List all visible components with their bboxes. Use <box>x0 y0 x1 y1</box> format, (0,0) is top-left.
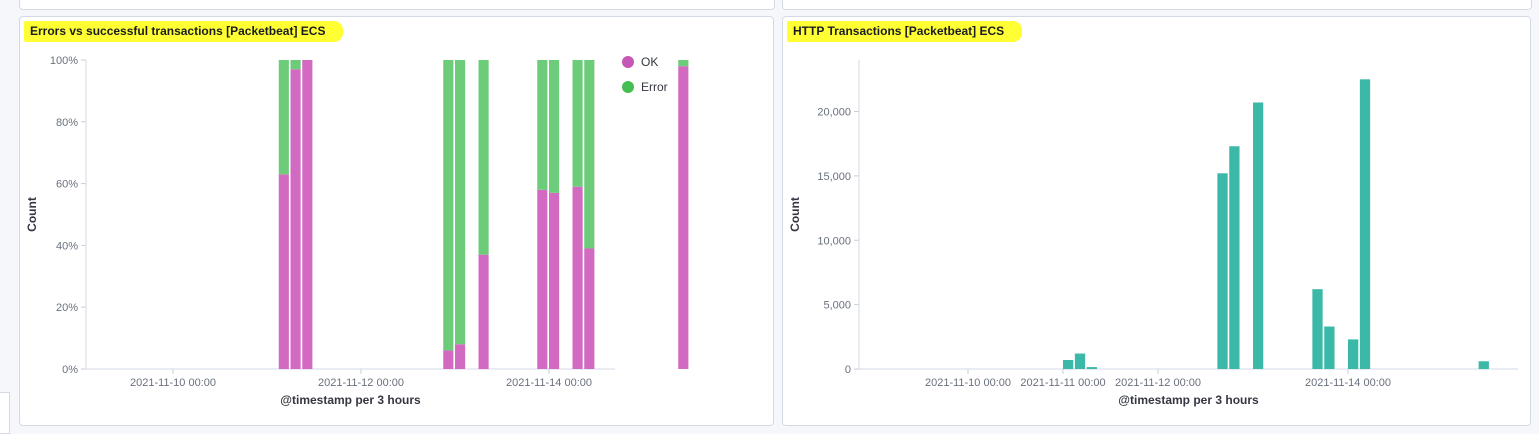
http-transactions-chart: 0 5,000 10,000 15,000 20,000 2021-11-10 00:00… <box>788 60 1518 407</box>
legend-swatch-error <box>622 81 634 93</box>
legend-label-ok: OK <box>641 55 658 69</box>
bar-ok <box>478 254 489 369</box>
bar-http-count <box>1359 79 1371 369</box>
bar-error <box>584 60 595 249</box>
bar-http-count <box>1063 359 1074 369</box>
legend-label-error: Error <box>641 80 668 94</box>
y-tick-label: 15,000 <box>817 171 851 183</box>
bar-error <box>443 60 454 351</box>
bar-ok <box>455 344 466 369</box>
bar-http-count <box>1074 353 1086 369</box>
bar-ok <box>678 66 689 370</box>
x-tick-label: 2021-11-14 00:00 <box>506 377 592 389</box>
bar-error <box>537 60 548 190</box>
y-tick-label: 60% <box>56 179 78 191</box>
bar-ok <box>290 69 301 369</box>
previous-panel-bottom <box>19 0 775 10</box>
bar-http-count <box>1312 289 1323 369</box>
bar-http-count <box>1348 339 1359 369</box>
y-tick-label: 0 <box>845 364 851 376</box>
y-tick-label: 20% <box>56 302 78 314</box>
bar-ok <box>302 60 313 369</box>
bar-ok <box>549 192 560 369</box>
panel-http-transactions: HTTP Transactions [Packetbeat] ECS 0 5,00… <box>782 16 1531 426</box>
x-axis-title: @timestamp per 3 hours <box>1118 393 1259 407</box>
bar-http-count <box>1478 361 1489 369</box>
bar-error <box>678 60 689 67</box>
x-tick-label: 2021-11-11 00:00 <box>1020 377 1105 389</box>
bar-error <box>290 60 301 70</box>
bar-ok <box>572 186 583 369</box>
panel-title: HTTP Transactions [Packetbeat] ECS <box>787 21 1023 42</box>
bar-error <box>549 60 560 193</box>
bar-error <box>572 60 583 187</box>
y-tick-label: 80% <box>56 117 78 129</box>
bar-ok <box>443 350 454 369</box>
bar-ok <box>278 174 289 369</box>
bar-ok <box>537 189 548 369</box>
bar-error <box>278 60 289 175</box>
previous-panel-bottom <box>782 0 1532 10</box>
bar-http-count <box>1253 102 1264 370</box>
y-tick-label: 0% <box>62 364 78 376</box>
side-panel-edge <box>0 392 10 434</box>
bar-http-count <box>1324 326 1335 369</box>
y-axis-title: Count <box>25 197 39 232</box>
bar-error <box>478 60 489 255</box>
x-tick-label: 2021-11-10 00:00 <box>925 377 1011 389</box>
bar-http-count <box>1229 146 1240 369</box>
y-tick-label: 40% <box>56 240 78 252</box>
x-tick-label: 2021-11-14 00:00 <box>1305 377 1391 389</box>
x-tick-label: 2021-11-12 00:00 <box>1115 377 1201 389</box>
panel-title: Errors vs successful transactions [Packe… <box>24 21 344 42</box>
x-tick-label: 2021-11-10 00:00 <box>130 377 216 389</box>
x-tick-label: 2021-11-12 00:00 <box>318 377 404 389</box>
errors-chart: 0% 20% 40% 60% 80% 100% 2021-11-10 00:00 2021-1… <box>25 55 689 407</box>
y-tick-label: 100% <box>50 55 78 67</box>
y-tick-label: 5,000 <box>823 300 851 312</box>
x-axis-title: @timestamp per 3 hours <box>280 393 421 407</box>
bar-ok <box>584 248 595 369</box>
y-tick-label: 20,000 <box>817 107 851 119</box>
bar-error <box>455 60 466 345</box>
legend-swatch-ok <box>622 56 634 68</box>
bar-http-count <box>1217 173 1228 369</box>
panel-errors-vs-successful: Errors vs successful transactions [Packe… <box>19 16 774 426</box>
y-axis-title: Count <box>788 197 802 232</box>
bar-http-count <box>1086 367 1098 369</box>
y-tick-label: 10,000 <box>817 235 851 247</box>
